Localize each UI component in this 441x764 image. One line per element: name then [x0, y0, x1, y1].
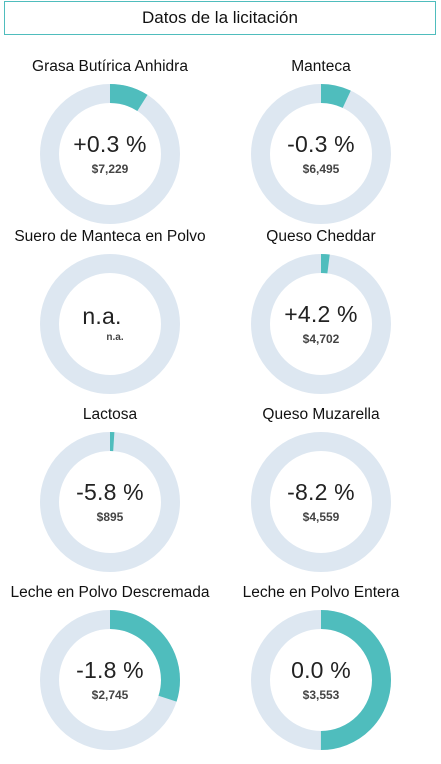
price-change: -0.3 %: [287, 130, 355, 157]
donut-chart: [251, 432, 391, 572]
product-name: Grasa Butírica Anhidra: [32, 58, 188, 75]
donut-track: [251, 432, 391, 572]
donut-fill: [40, 84, 180, 224]
price-value: $7,229: [91, 161, 129, 176]
product-card-lactosa: Lactosa -5.8 % $895: [0, 406, 220, 586]
progress-ring: [251, 84, 391, 224]
progress-ring: [251, 432, 391, 572]
page-title: Datos de la licitación: [142, 8, 298, 27]
donut-fill: [251, 254, 391, 394]
progress-ring: [251, 254, 391, 394]
product-name: Suero de Manteca en Polvo: [14, 228, 206, 245]
progress-ring: [40, 254, 180, 394]
product-card-grasa-butirica-anhidra: Grasa Butírica Anhidra +0.3 % $7,229: [0, 58, 220, 238]
product-name: Leche en Polvo Entera: [242, 584, 400, 601]
donut-fill: [40, 610, 180, 750]
product-card-queso-muzarella: Queso Muzarella -8.2 % $4,559: [211, 406, 431, 586]
price-change: +0.3 %: [73, 130, 147, 157]
donut-chart: [251, 254, 391, 394]
price-change: 0.0 %: [291, 656, 351, 683]
product-name: Lactosa: [82, 406, 138, 423]
price-value: $6,495: [302, 161, 340, 176]
product-card-queso-cheddar: Queso Cheddar +4.2 % $4,702: [211, 228, 431, 408]
product-card-manteca: Manteca -0.3 % $6,495: [211, 58, 431, 238]
product-name: Queso Muzarella: [262, 406, 380, 423]
price-change: -1.8 %: [76, 656, 144, 683]
progress-ring: [40, 432, 180, 572]
donut-fill: [40, 432, 180, 572]
price-value: $4,559: [302, 509, 340, 524]
progress-ring: [40, 84, 180, 224]
price-change: -8.2 %: [287, 478, 355, 505]
donut-fill: [251, 84, 391, 224]
product-card-leche-en-polvo-entera: Leche en Polvo Entera 0.0 % $3,553: [211, 584, 431, 764]
page-header: Datos de la licitación: [4, 1, 436, 35]
price-change: -5.8 %: [76, 478, 144, 505]
product-name: Queso Cheddar: [266, 228, 376, 245]
price-value: $2,745: [91, 687, 129, 702]
donut-chart: [40, 254, 180, 394]
product-card-leche-en-polvo-descremada: Leche en Polvo Descremada -1.8 % $2,745: [0, 584, 220, 764]
price-change: +4.2 %: [284, 300, 358, 327]
donut-chart: [251, 84, 391, 224]
price-value: $3,553: [302, 687, 340, 702]
price-value: $4,702: [302, 331, 340, 346]
donut-chart: [40, 84, 180, 224]
donut-track: [40, 254, 180, 394]
price-change: n.a.: [82, 303, 122, 329]
product-name: Manteca: [291, 58, 351, 75]
donut-chart: [40, 432, 180, 572]
price-value: n.a.: [106, 332, 124, 343]
product-name: Leche en Polvo Descremada: [10, 584, 210, 601]
product-card-suero-de-manteca-en-polvo: Suero de Manteca en Polvo n.a. n.a.: [0, 228, 220, 408]
price-value: $895: [96, 509, 124, 524]
